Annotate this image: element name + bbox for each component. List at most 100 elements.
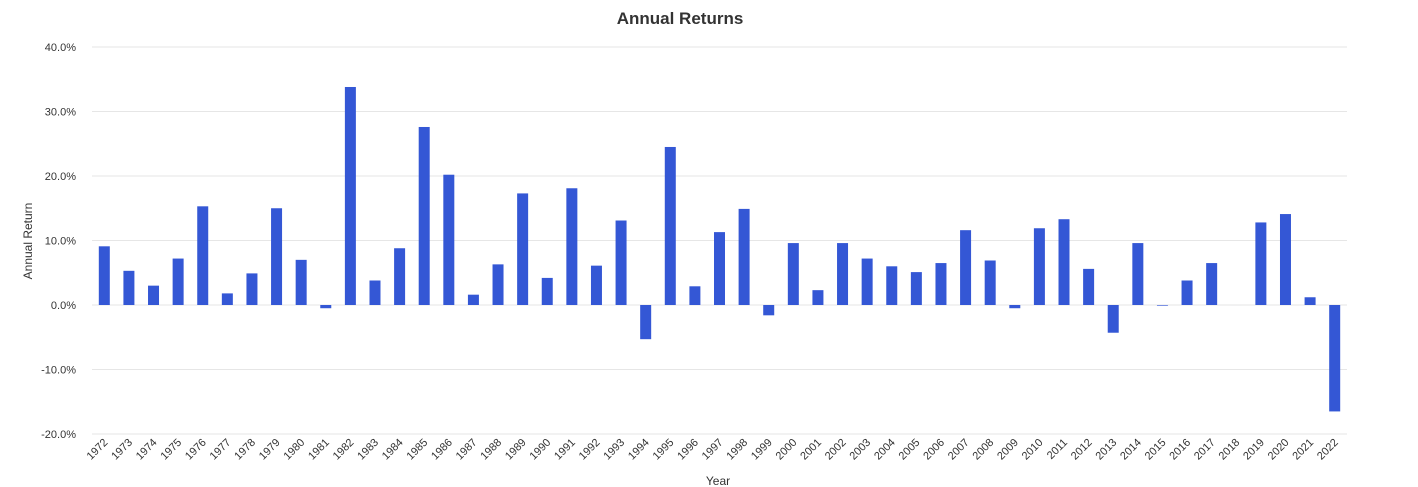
- x-axis-label: Year: [706, 474, 730, 487]
- bar-1993[interactable]: [615, 220, 627, 305]
- x-tick-label: 1985: [405, 437, 431, 463]
- y-tick-label: 30.0%: [45, 107, 76, 119]
- x-tick-label: 2022: [1315, 437, 1341, 463]
- x-tick-label: 2004: [872, 437, 898, 463]
- bar-1989[interactable]: [517, 193, 529, 305]
- bar-2009[interactable]: [1009, 305, 1021, 309]
- bar-1972[interactable]: [98, 246, 110, 305]
- bar-2017[interactable]: [1206, 263, 1218, 305]
- bar-1999[interactable]: [763, 305, 775, 316]
- x-tick-label: 2006: [921, 437, 947, 463]
- y-tick-label: 10.0%: [45, 236, 76, 248]
- x-tick-label: 1997: [700, 437, 726, 463]
- bar-1997[interactable]: [714, 232, 725, 305]
- bar-1990[interactable]: [541, 277, 553, 305]
- x-tick-label: 1974: [134, 437, 160, 463]
- bar-1977[interactable]: [221, 293, 233, 305]
- x-tick-label: 1993: [601, 437, 627, 463]
- x-tick-label: 1982: [331, 437, 357, 463]
- bar-1987[interactable]: [467, 294, 479, 305]
- bar-2006[interactable]: [935, 263, 947, 305]
- bar-2021[interactable]: [1304, 297, 1316, 305]
- bar-1973[interactable]: [123, 270, 135, 305]
- bar-2003[interactable]: [861, 258, 873, 305]
- x-tick-label: 2002: [823, 437, 849, 463]
- bar-1992[interactable]: [590, 265, 602, 305]
- x-tick-label: 1992: [577, 437, 603, 463]
- bar-2013[interactable]: [1107, 305, 1119, 333]
- bar-1994[interactable]: [640, 305, 652, 340]
- y-tick-label: -10.0%: [41, 365, 76, 377]
- bar-1980[interactable]: [295, 259, 307, 305]
- x-axis-ticks: 1972197319741975197619771978197919801981…: [85, 437, 1341, 463]
- y-tick-label: 0.0%: [51, 300, 76, 312]
- x-tick-label: 2007: [946, 437, 972, 463]
- bar-1998[interactable]: [738, 208, 750, 305]
- bar-2012[interactable]: [1083, 268, 1095, 305]
- bars: [98, 86, 1341, 412]
- bar-1985[interactable]: [418, 126, 430, 305]
- x-tick-label: 2018: [1217, 437, 1243, 463]
- x-tick-label: 2012: [1069, 437, 1095, 463]
- bar-1974[interactable]: [148, 285, 160, 305]
- bar-1975[interactable]: [172, 258, 184, 305]
- bar-1991[interactable]: [566, 188, 578, 305]
- bar-2015[interactable]: [1156, 305, 1168, 306]
- bar-2005[interactable]: [910, 272, 922, 305]
- y-axis-label: Annual Return: [21, 203, 35, 280]
- bar-2010[interactable]: [1033, 228, 1045, 305]
- x-tick-label: 2003: [847, 437, 873, 463]
- x-tick-label: 1981: [306, 437, 332, 463]
- x-tick-label: 1987: [454, 437, 480, 463]
- x-tick-label: 1980: [281, 437, 307, 463]
- bar-2000[interactable]: [787, 243, 799, 305]
- x-tick-label: 1977: [208, 437, 234, 463]
- x-tick-label: 1984: [380, 437, 406, 463]
- bar-1981[interactable]: [320, 305, 332, 309]
- x-tick-label: 1990: [528, 437, 554, 463]
- x-tick-label: 2014: [1118, 437, 1144, 463]
- bar-1978[interactable]: [246, 273, 258, 305]
- bar-2020[interactable]: [1279, 214, 1291, 305]
- y-axis-ticks: 40.0% 30.0% 20.0% 10.0% 0.0% -10.0% -20.0%: [41, 42, 76, 441]
- x-tick-label: 1994: [626, 437, 652, 463]
- x-tick-label: 2009: [995, 437, 1021, 463]
- x-tick-label: 1973: [109, 437, 135, 463]
- x-tick-label: 1999: [749, 437, 775, 463]
- x-tick-label: 2000: [774, 437, 800, 463]
- y-tick-label: 20.0%: [45, 171, 76, 183]
- x-tick-label: 2010: [1020, 437, 1046, 463]
- x-tick-label: 2005: [897, 437, 923, 463]
- x-tick-label: 1986: [429, 437, 455, 463]
- bar-1976[interactable]: [197, 206, 209, 305]
- bar-1988[interactable]: [492, 264, 504, 305]
- bar-2007[interactable]: [960, 230, 972, 305]
- x-tick-label: 2015: [1143, 437, 1169, 463]
- bar-2011[interactable]: [1058, 219, 1070, 305]
- x-tick-label: 1972: [85, 437, 111, 463]
- bar-1986[interactable]: [443, 174, 455, 305]
- x-tick-label: 1988: [478, 437, 504, 463]
- bar-1982[interactable]: [344, 86, 356, 306]
- bar-1996[interactable]: [689, 286, 701, 305]
- x-tick-label: 1996: [675, 437, 701, 463]
- bar-2022[interactable]: [1329, 305, 1341, 412]
- bar-1995[interactable]: [664, 146, 676, 305]
- x-tick-label: 2008: [971, 437, 997, 463]
- x-tick-label: 2019: [1241, 437, 1267, 463]
- bar-2001[interactable]: [812, 290, 824, 305]
- x-tick-label: 1989: [503, 437, 529, 463]
- bar-2014[interactable]: [1132, 243, 1144, 305]
- bar-2004[interactable]: [886, 266, 898, 305]
- bar-2016[interactable]: [1181, 280, 1193, 305]
- x-tick-label: 1976: [183, 437, 209, 463]
- bar-1979[interactable]: [271, 208, 283, 305]
- bar-1983[interactable]: [369, 280, 381, 305]
- bar-2008[interactable]: [984, 260, 996, 305]
- x-tick-label: 1995: [651, 437, 677, 463]
- bar-2019[interactable]: [1255, 222, 1267, 305]
- x-tick-label: 1998: [724, 437, 750, 463]
- x-tick-label: 2017: [1192, 437, 1218, 463]
- bar-2002[interactable]: [837, 243, 849, 305]
- bar-1984[interactable]: [394, 248, 406, 305]
